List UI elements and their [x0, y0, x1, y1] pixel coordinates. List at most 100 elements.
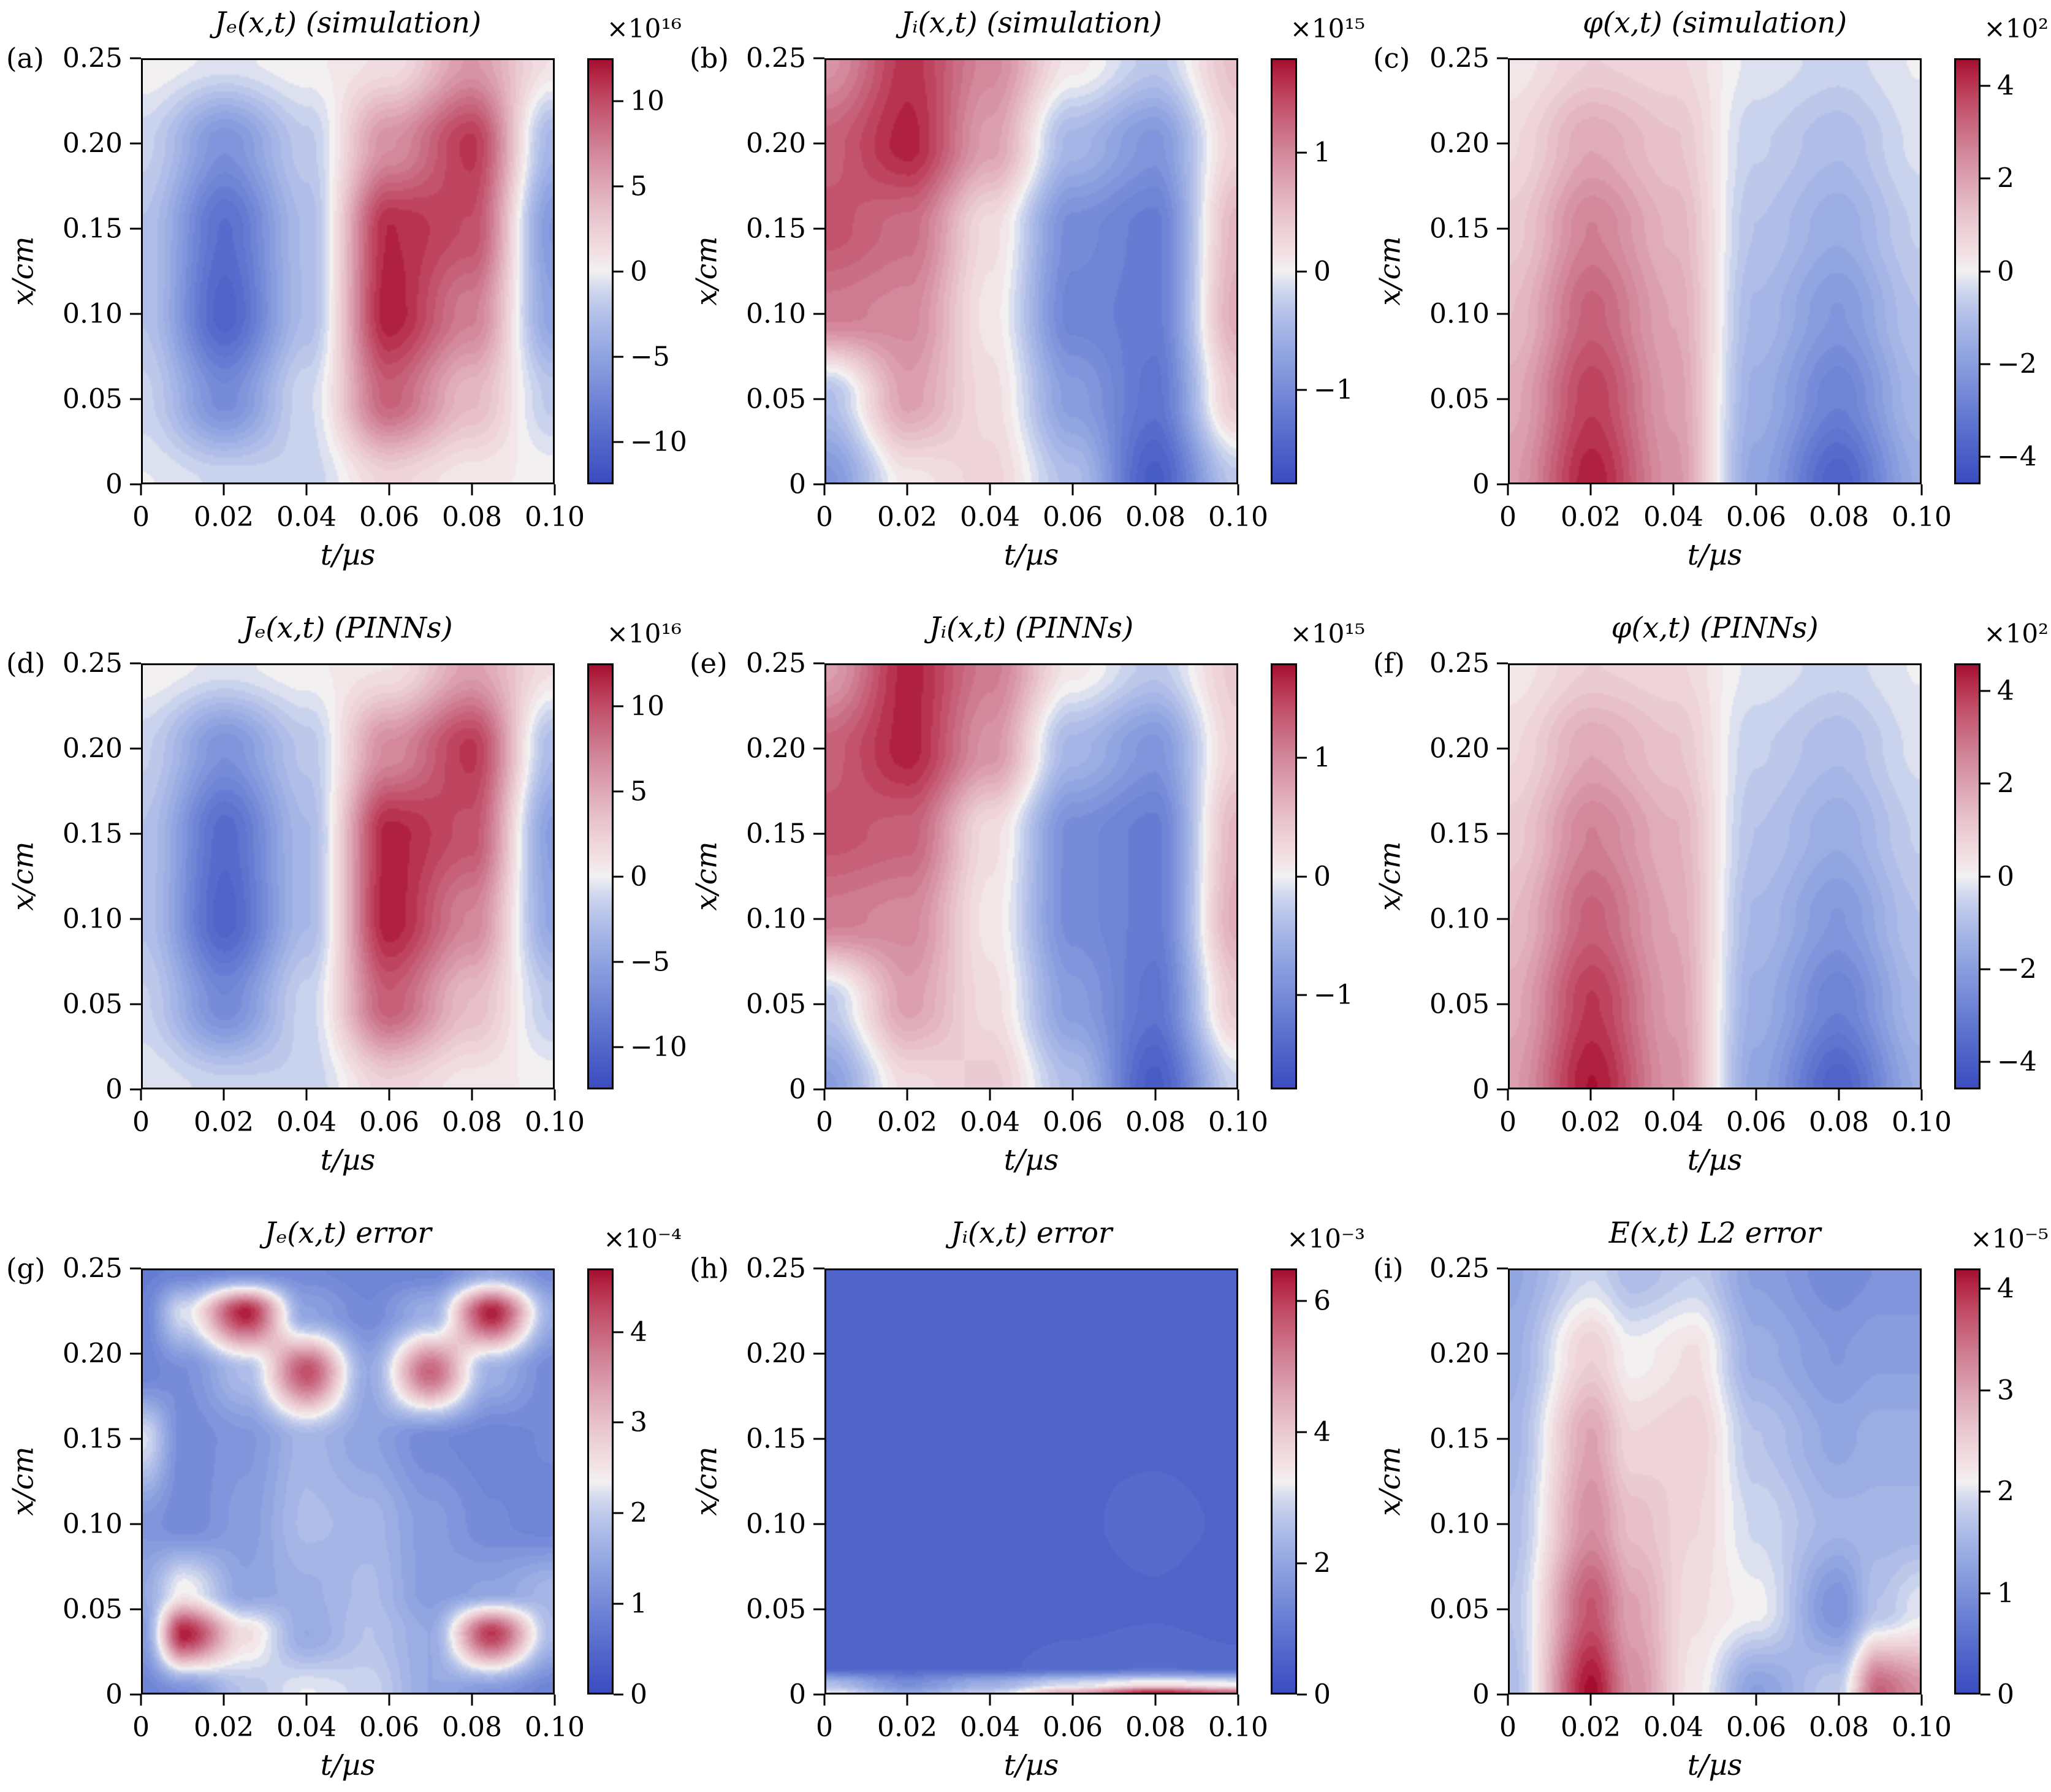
y-tick-label: 0.10	[746, 903, 806, 935]
colorbar-tick-label: 5	[630, 776, 647, 807]
x-axis: 0 0.02 0.04 0.06 0.08 0.10	[132, 484, 585, 546]
heatmap-plot-area	[824, 663, 1238, 1089]
x-tick-label: 0.04	[960, 1107, 1020, 1138]
x-tick-mark	[1507, 1089, 1509, 1100]
colorbar-tick-label: 0	[630, 861, 647, 892]
x-tick-mark	[1755, 484, 1757, 495]
colorbar	[1954, 663, 1981, 1089]
colorbar-tick-mark	[1297, 270, 1307, 272]
colorbar-tick-label: 2	[1314, 1547, 1331, 1579]
panel-title: φ(x,t) (simulation)	[1582, 6, 1847, 40]
y-axis-label: x/cm	[6, 236, 40, 306]
y-tick-label: 0.05	[1429, 988, 1490, 1020]
figure-panel: (f) φ(x,t) (PINNs) ×10² 0.25 0.20 0.15 0.10…	[1367, 605, 2051, 1210]
y-tick-mark	[130, 1088, 141, 1091]
x-tick-label: 0	[816, 1712, 833, 1743]
x-axis-label: t/µs	[1003, 1143, 1059, 1177]
y-tick-mark	[1497, 1267, 1508, 1270]
x-tick-mark	[906, 1695, 908, 1706]
y-tick-mark	[1497, 398, 1508, 400]
x-tick-label: 0.06	[1043, 1712, 1103, 1743]
y-tick-label: 0.20	[63, 1338, 123, 1370]
colorbar-tick-mark	[1981, 270, 1990, 272]
colorbar-tick-mark	[614, 441, 623, 443]
colorbar-axis: 6 4 2 0	[1271, 1268, 1331, 1710]
y-tick-mark	[813, 1438, 824, 1440]
x-tick-mark	[1672, 484, 1675, 495]
y-tick-mark	[813, 747, 824, 750]
x-axis: 0 0.02 0.04 0.06 0.08 0.10	[1499, 1695, 1952, 1756]
colorbar-tick-label: 4	[630, 1316, 647, 1348]
panel-letter: (e)	[690, 647, 728, 680]
colorbar	[1271, 58, 1297, 484]
x-tick-label: 0.10	[525, 1107, 585, 1138]
y-tick-mark	[130, 1438, 141, 1440]
x-tick-mark	[1237, 1695, 1239, 1706]
figure-panel: (e) Jᵢ(x,t) (PINNs) ×10¹⁵ 0.25 0.20 0.15 0.…	[683, 605, 1367, 1210]
colorbar-tick-mark	[1297, 151, 1307, 154]
x-tick-label: 0.08	[442, 501, 502, 533]
heatmap-canvas	[1510, 1270, 1920, 1693]
x-tick-label: 0.10	[1208, 1712, 1268, 1743]
colorbar-tick-mark	[1981, 875, 1990, 877]
x-tick-label: 0.02	[1561, 1107, 1621, 1138]
x-axis-label: t/µs	[320, 538, 376, 572]
colorbar	[587, 663, 614, 1089]
y-tick-mark	[130, 57, 141, 59]
y-axis-label: x/cm	[690, 841, 724, 911]
y-tick-label: 0.10	[1429, 298, 1490, 330]
colorbar-tick-label: −2	[1997, 348, 2037, 380]
x-axis-label: t/µs	[320, 1143, 376, 1177]
panel-letter: (b)	[690, 42, 729, 75]
x-tick-label: 0.08	[1125, 1712, 1185, 1743]
heatmap-canvas	[1510, 665, 1920, 1088]
colorbar-tick-label: −1	[1314, 979, 1353, 1011]
x-tick-mark	[471, 1695, 473, 1706]
colorbar-tick-mark	[614, 875, 623, 877]
y-tick-label: 0.25	[1429, 42, 1490, 74]
y-axis: 0.25 0.20 0.15 0.10 0.05 0	[1367, 43, 1508, 500]
x-tick-label: 0	[132, 1712, 150, 1743]
y-tick-mark	[813, 1693, 824, 1696]
x-tick-label: 0.06	[1726, 501, 1786, 533]
y-tick-mark	[1497, 1608, 1508, 1611]
colorbar-tick-label: 2	[1997, 1476, 2014, 1508]
panel-letter: (a)	[6, 42, 44, 75]
colorbar-scale-exponent: ×10¹⁶	[606, 619, 682, 649]
x-tick-mark	[1838, 1695, 1840, 1706]
y-tick-mark	[130, 1003, 141, 1005]
colorbar-axis: 4 3 2 1 0	[587, 1268, 647, 1710]
y-tick-label: 0.20	[1429, 733, 1490, 764]
y-tick-label: 0.15	[746, 213, 806, 245]
y-tick-mark	[1497, 142, 1508, 145]
y-tick-label: 0.20	[63, 733, 123, 764]
x-tick-label: 0.06	[359, 501, 419, 533]
colorbar-tick-label: 3	[630, 1406, 647, 1438]
panel-title: Jᵢ(x,t) (PINNs)	[929, 611, 1134, 645]
x-tick-label: 0.06	[359, 1712, 419, 1743]
panel-letter: (d)	[6, 647, 45, 680]
y-tick-mark	[130, 662, 141, 665]
figure-panel: (g) Jₑ(x,t) error ×10⁻⁴ 0.25 0.20 0.15 0.10…	[0, 1210, 683, 1792]
x-tick-label: 0.10	[1208, 501, 1268, 533]
y-tick-label: 0.05	[63, 988, 123, 1020]
colorbar-gradient	[1956, 1270, 1979, 1693]
panel-letter: (f)	[1373, 647, 1405, 680]
colorbar-tick-mark	[1297, 875, 1307, 877]
colorbar-gradient	[1956, 60, 1979, 482]
y-tick-label: 0	[789, 468, 806, 500]
x-tick-mark	[823, 484, 826, 495]
colorbar-axis: 1 0 −1	[1271, 663, 1353, 1089]
x-tick-mark	[305, 1695, 308, 1706]
x-tick-label: 0.04	[276, 501, 337, 533]
x-tick-label: 0	[816, 1107, 833, 1138]
colorbar-tick-label: −10	[630, 426, 687, 457]
y-tick-label: 0.20	[746, 128, 806, 159]
panel-letter: (g)	[6, 1252, 45, 1285]
figure-panel: (i) E(x,t) L2 error ×10⁻⁵ 0.25 0.20 0.15 0.…	[1367, 1210, 2051, 1792]
y-tick-mark	[1497, 747, 1508, 750]
y-tick-label: 0.10	[63, 903, 123, 935]
panel-title: Jᵢ(x,t) error	[950, 1216, 1113, 1250]
x-axis-label: t/µs	[1687, 538, 1743, 572]
colorbar-tick-mark	[1297, 757, 1307, 759]
